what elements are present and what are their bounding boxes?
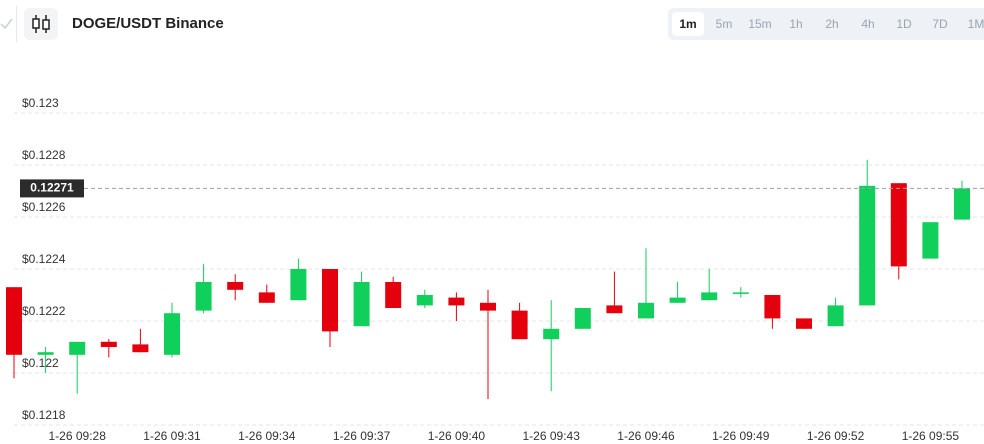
candle-body <box>827 305 844 327</box>
interval-button[interactable]: 2h <box>825 17 839 31</box>
check-icon <box>0 18 13 30</box>
candle-body <box>606 305 623 314</box>
candle-body <box>322 269 338 332</box>
candle-body <box>6 287 22 355</box>
separator <box>16 6 17 42</box>
x-tick-label: 1-26 09:49 <box>712 429 770 443</box>
chart-type-icon[interactable] <box>24 8 58 40</box>
y-tick-label: $0.1222 <box>22 304 66 318</box>
candle-icon <box>32 15 50 33</box>
candle-body <box>574 308 591 329</box>
x-tick-label: 1-26 09:28 <box>49 429 107 443</box>
x-tick-label: 1-26 09:40 <box>428 429 486 443</box>
interval-button[interactable]: 1D <box>896 17 912 31</box>
x-tick-label: 1-26 09:31 <box>143 429 201 443</box>
interval-button[interactable]: 5m <box>715 17 733 31</box>
candle-body <box>448 297 465 306</box>
y-tick-label: $0.1224 <box>22 252 66 266</box>
candle-body <box>638 302 654 319</box>
candle-body <box>669 297 686 303</box>
candle-body <box>132 344 149 353</box>
candle-body <box>227 282 244 290</box>
interval-button[interactable]: 1h <box>789 17 803 31</box>
x-tick-label: 1-26 09:43 <box>523 429 581 443</box>
candle-body <box>922 222 939 259</box>
candle-body <box>258 292 275 303</box>
interval-button[interactable]: 4h <box>861 17 875 31</box>
candle-body <box>69 341 86 355</box>
candle-body <box>890 183 907 267</box>
x-tick-label: 1-26 09:34 <box>238 429 296 443</box>
last-price-label: 0.12271 <box>30 181 74 195</box>
y-tick-label: $0.1226 <box>22 200 66 214</box>
candle-body <box>732 292 749 294</box>
candle-body <box>480 302 496 311</box>
interval-button[interactable]: 15m <box>748 17 772 31</box>
candle-body <box>764 295 781 319</box>
candle-body <box>100 341 117 347</box>
y-tick-label: $0.1228 <box>22 148 66 162</box>
x-tick-label: 1-26 09:37 <box>333 429 391 443</box>
candle-body <box>701 292 718 301</box>
x-tick-label: 1-26 09:52 <box>807 429 865 443</box>
y-tick-label: $0.123 <box>22 96 59 110</box>
interval-button[interactable]: 7D <box>932 17 948 31</box>
header: DOGE/USDT Binance 1m 5m 15m 1h 2h 4h 1D 7D 1M <box>0 0 984 48</box>
candle-body <box>859 185 876 306</box>
interval-button[interactable]: 1m <box>672 12 704 36</box>
interval-toolbar: 1m 5m 15m 1h 2h 4h 1D 7D 1M <box>668 8 984 40</box>
candle-body <box>353 282 370 327</box>
candle-body <box>796 318 812 329</box>
candle-body <box>954 188 970 220</box>
candle-body <box>543 328 560 340</box>
x-tick-label: 1-26 09:55 <box>902 429 960 443</box>
candle-body <box>416 295 433 306</box>
pair-title: DOGE/USDT Binance <box>72 15 224 32</box>
candle-body <box>385 282 402 308</box>
interval-button[interactable]: 1M <box>967 17 984 31</box>
candle-body <box>37 352 54 355</box>
candle-body <box>195 282 212 311</box>
last-price-box <box>20 179 84 198</box>
x-tick-label: 1-26 09:46 <box>617 429 675 443</box>
candle-body <box>164 313 180 355</box>
y-tick-label: $0.1218 <box>22 408 66 422</box>
candle-body <box>511 310 528 340</box>
candle-body <box>290 269 307 301</box>
y-tick-label: $0.122 <box>22 356 59 370</box>
